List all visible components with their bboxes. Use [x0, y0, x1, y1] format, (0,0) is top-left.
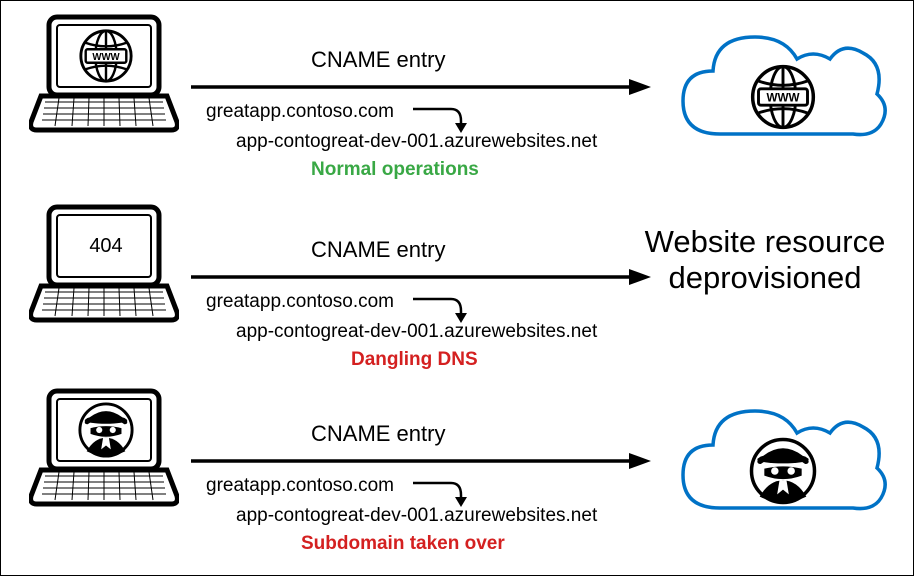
deprovisioned-label: Website resource deprovisioned: [635, 224, 895, 295]
cname-entry-label: CNAME entry: [311, 47, 445, 73]
hacker-icon: [67, 396, 145, 464]
laptop-icon: [29, 14, 179, 134]
target-domain: app-contogreat-dev-001.azurewebsites.net: [236, 321, 597, 343]
error-404-label: 404: [67, 212, 145, 280]
www-globe-icon: [745, 59, 820, 134]
cname-entry-label: CNAME entry: [311, 237, 445, 263]
status-label: Dangling DNS: [351, 349, 478, 371]
laptop-icon: [29, 388, 179, 508]
target-domain: app-contogreat-dev-001.azurewebsites.net: [236, 131, 597, 153]
status-label: Subdomain taken over: [301, 533, 505, 555]
laptop-icon: 404: [29, 204, 179, 324]
source-domain: greatapp.contoso.com: [206, 291, 394, 313]
arrow-icon: [191, 267, 651, 287]
cname-entry-label: CNAME entry: [311, 421, 445, 447]
row-normal: CNAME entry greatapp.contoso.com app-con…: [1, 9, 914, 199]
target-domain: app-contogreat-dev-001.azurewebsites.net: [236, 505, 597, 527]
arrow-icon: [191, 77, 651, 97]
cloud-icon: [665, 9, 895, 169]
cloud-icon: [665, 383, 895, 543]
source-domain: greatapp.contoso.com: [206, 101, 394, 123]
row-dangling: 404 CNAME entry greatapp.contoso.com app…: [1, 199, 914, 389]
row-takeover: CNAME entry greatapp.contoso.com app-con…: [1, 383, 914, 573]
www-globe-icon: [67, 22, 145, 90]
hacker-icon: [745, 433, 820, 508]
source-domain: greatapp.contoso.com: [206, 475, 394, 497]
arrow-icon: [191, 451, 651, 471]
status-label: Normal operations: [311, 159, 479, 181]
